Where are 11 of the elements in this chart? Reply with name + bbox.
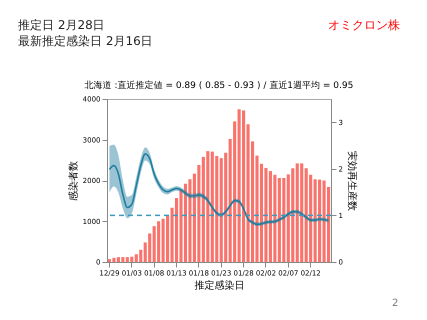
text: 2 [392,298,398,309]
y2-axis-title: 実効再生産数 [346,151,358,211]
x-axis-title: 推定感染日 [194,280,244,292]
text: 推定日 2月28日 [18,17,105,34]
bar [108,259,112,262]
bar [264,168,268,262]
text: 最新推定感染日 2月16日 [18,33,153,50]
text: オミクロン株 [328,17,400,34]
chart-title: 北海道 :直近推定値 = 0.89 ( 0.85 - 0.93 ) / 直近1週平均 = 0.95 [84,80,354,91]
bar [184,184,188,262]
y-axis-title: 感染者数 [68,161,80,201]
